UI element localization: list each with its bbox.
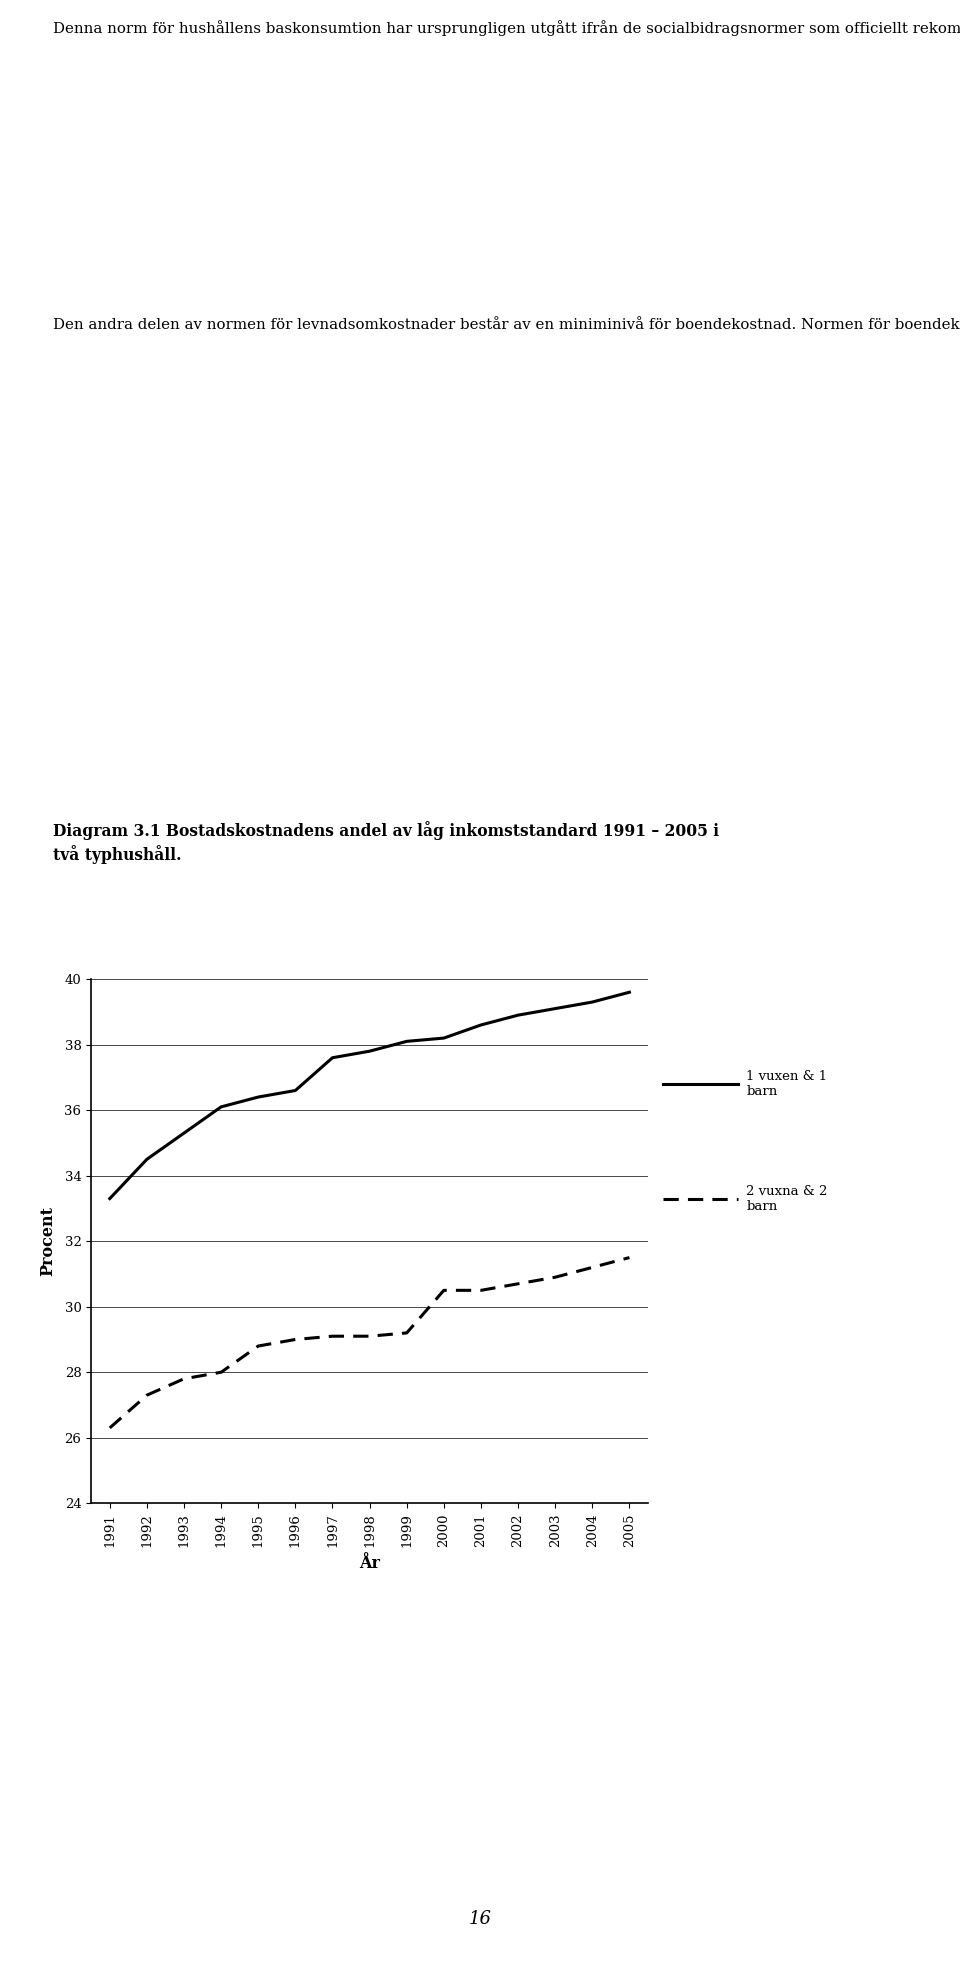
X-axis label: År: År (359, 1555, 380, 1573)
Text: Den andra delen av normen för levnadsomkostnader består av en miniminivå för boe: Den andra delen av normen för levnadsomk… (53, 316, 960, 332)
Text: 2 vuxna & 2
barn: 2 vuxna & 2 barn (746, 1185, 828, 1213)
Text: Diagram 3.1 Bostadskostnadens andel av låg inkomststandard 1991 – 2005 i
två typ: Diagram 3.1 Bostadskostnadens andel av l… (53, 821, 719, 864)
Text: 1 vuxen & 1
barn: 1 vuxen & 1 barn (746, 1070, 828, 1098)
Text: 16: 16 (468, 1909, 492, 1929)
Text: Denna norm för hushållens baskonsumtion har ursprungligen utgått ifrån de social: Denna norm för hushållens baskonsumtion … (53, 20, 960, 36)
Y-axis label: Procent: Procent (39, 1207, 56, 1276)
